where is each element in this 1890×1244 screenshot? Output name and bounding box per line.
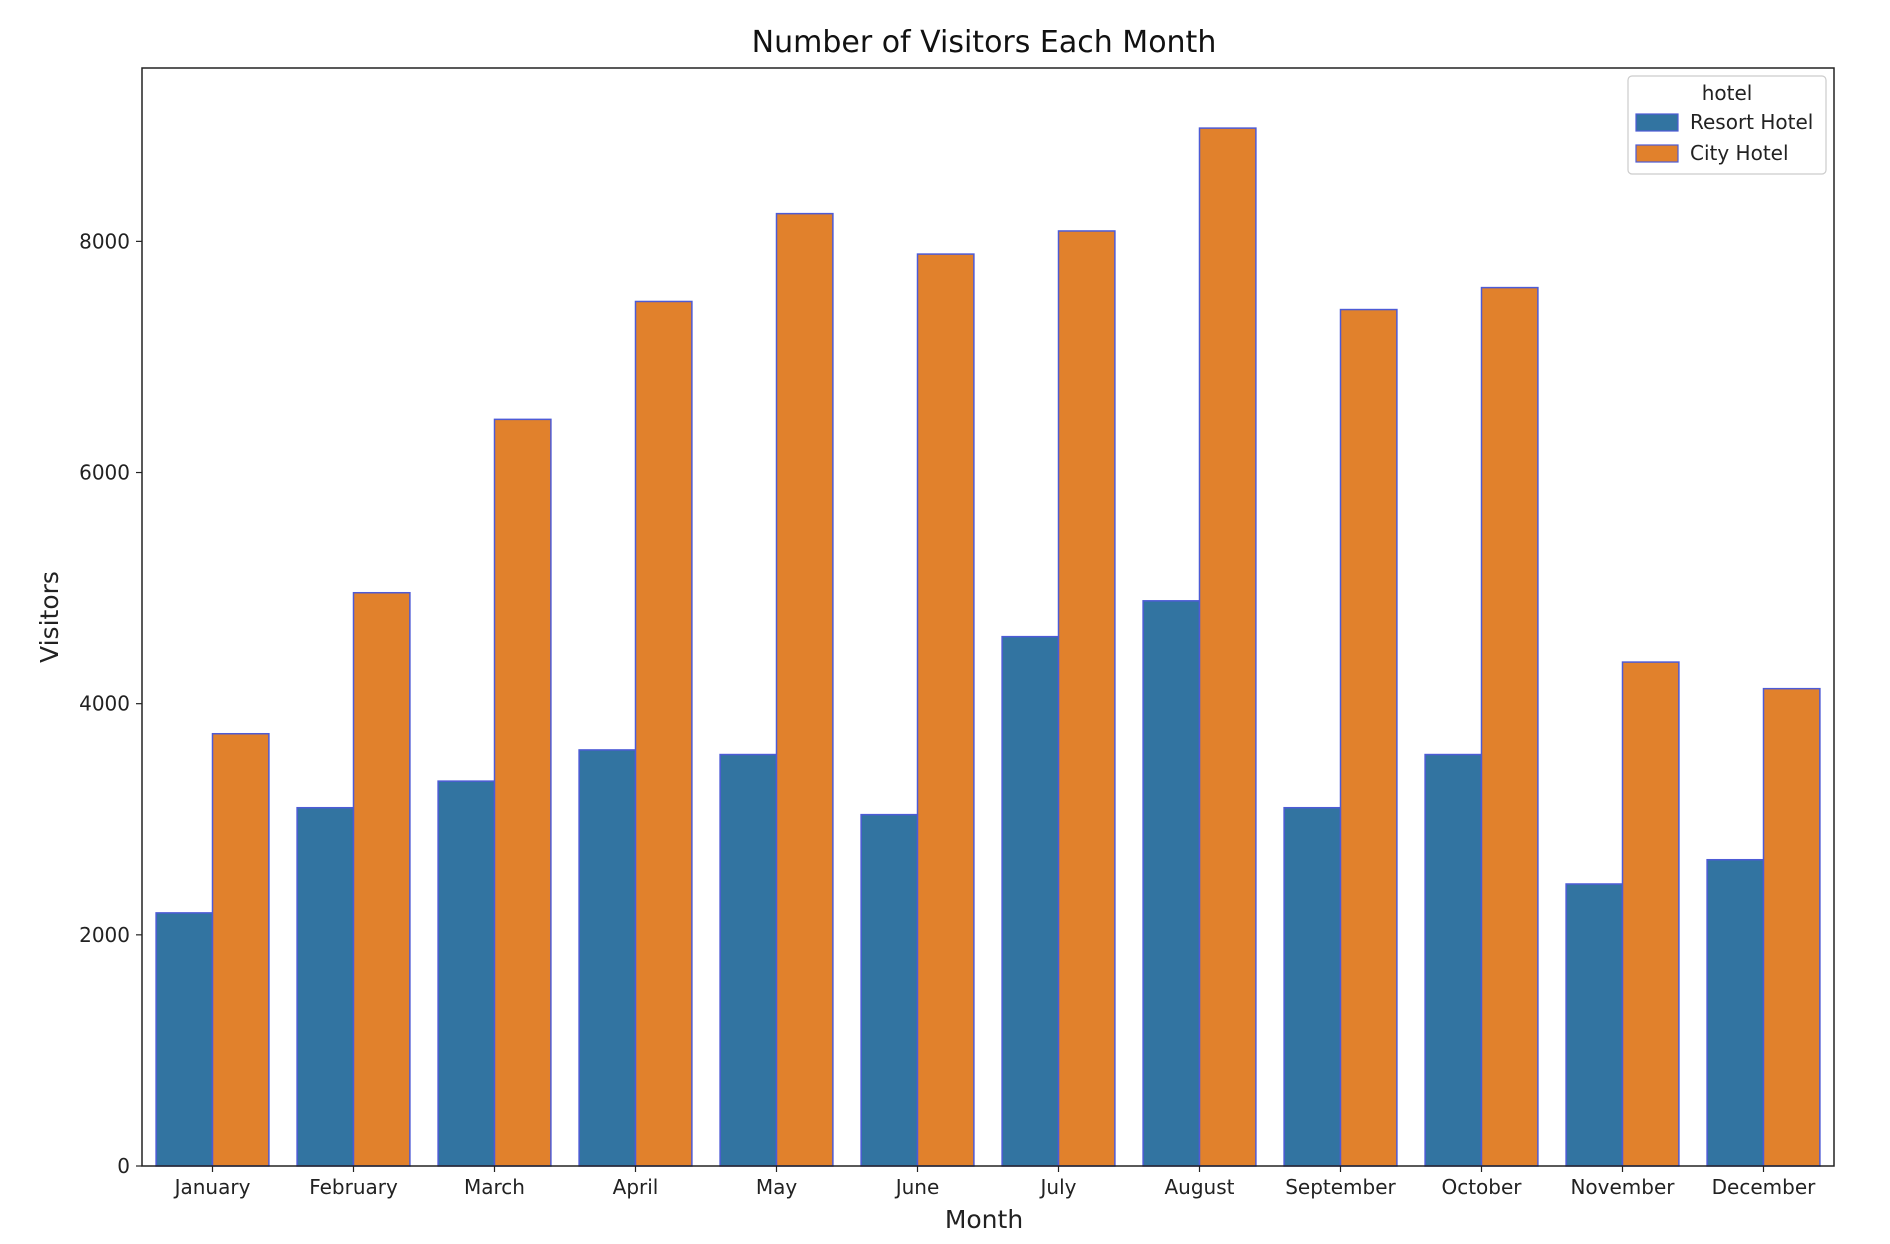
x-tick-label: November: [1570, 1175, 1675, 1199]
legend-title: hotel: [1702, 81, 1753, 105]
bars-layer: [155, 127, 1821, 1167]
axes-layer: January February March April May June July Augu…: [79, 67, 1835, 1199]
chart-title: Number of Visitors Each Month: [752, 25, 1217, 60]
y-tick-label: 6000: [79, 461, 130, 485]
x-tick-label: October: [1441, 1175, 1522, 1199]
x-tick-label: March: [464, 1175, 525, 1199]
bar-resort-hotel-september: [1283, 806, 1342, 1167]
bar-city-hotel-december: [1762, 687, 1821, 1167]
bar-city-hotel-august: [1198, 127, 1257, 1167]
bar-resort-hotel-july: [1001, 635, 1060, 1167]
bar-city-hotel-november: [1621, 661, 1680, 1167]
x-tick-label: August: [1165, 1175, 1235, 1199]
bar-city-hotel-october: [1480, 286, 1539, 1167]
bar-city-hotel-april: [634, 300, 693, 1167]
bar-city-hotel-june: [916, 253, 975, 1167]
bar-resort-hotel-may: [719, 753, 778, 1167]
x-tick-label: May: [756, 1175, 798, 1199]
bar-resort-hotel-december: [1706, 858, 1765, 1167]
bar-city-hotel-march: [493, 418, 552, 1167]
bar-city-hotel-january: [211, 732, 270, 1167]
bar-city-hotel-july: [1057, 230, 1116, 1167]
bar-resort-hotel-march: [437, 780, 496, 1167]
y-tick-label: 2000: [79, 923, 130, 947]
bar-city-hotel-february: [352, 591, 411, 1167]
plot-frame: [141, 67, 1835, 1167]
bar-resort-hotel-january: [155, 912, 214, 1167]
bar-resort-hotel-november: [1565, 883, 1624, 1167]
y-tick-label: 4000: [79, 692, 130, 716]
legend-label-city-hotel: City Hotel: [1690, 141, 1789, 165]
x-tick-label: July: [1039, 1175, 1077, 1199]
y-tick-label: 0: [117, 1154, 130, 1178]
bar-resort-hotel-august: [1142, 600, 1201, 1167]
x-tick-label: April: [613, 1175, 659, 1199]
bar-city-hotel-september: [1339, 308, 1398, 1167]
x-tick-label: September: [1285, 1175, 1396, 1199]
legend-label-resort-hotel: Resort Hotel: [1690, 110, 1813, 134]
bar-resort-hotel-june: [860, 813, 919, 1167]
x-axis-title: Month: [945, 1205, 1023, 1234]
bar-city-hotel-may: [775, 212, 834, 1167]
x-tick-label: December: [1712, 1175, 1816, 1199]
bar-resort-hotel-february: [296, 806, 355, 1167]
y-tick-label: 8000: [79, 229, 130, 253]
x-tick-label: January: [173, 1175, 251, 1199]
y-axis-title: Visitors: [35, 571, 64, 663]
bar-resort-hotel-april: [578, 749, 637, 1167]
legend-swatch-resort-hotel: [1635, 113, 1679, 132]
x-tick-label: February: [309, 1175, 398, 1199]
x-tick-label: June: [894, 1175, 940, 1199]
bar-resort-hotel-october: [1424, 753, 1483, 1167]
legend-swatch-city-hotel: [1635, 144, 1679, 163]
legend: hotel Resort Hotel City Hotel: [1627, 75, 1827, 175]
